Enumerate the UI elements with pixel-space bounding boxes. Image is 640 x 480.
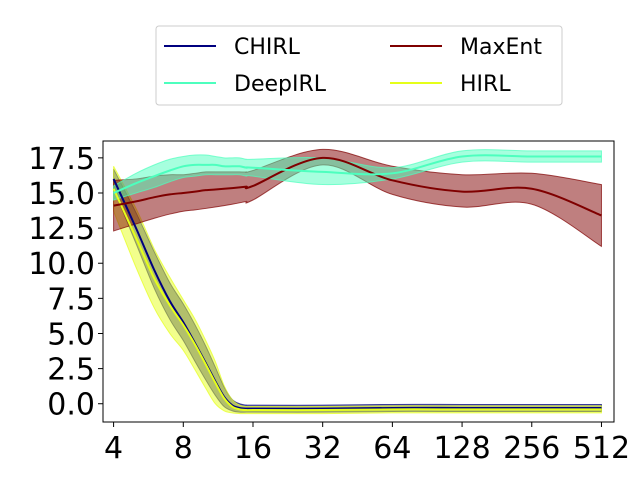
legend-label-deepirl: DeepIRL bbox=[234, 72, 327, 97]
legend-label-chirl: CHIRL bbox=[234, 35, 301, 60]
band-hirl bbox=[113, 166, 602, 415]
x-tick-label: 16 bbox=[234, 431, 272, 466]
y-tick-label: 12.5 bbox=[28, 212, 95, 247]
line-deepirl bbox=[113, 154, 602, 194]
x-tick-label: 128 bbox=[433, 431, 490, 466]
x-tick-label: 4 bbox=[104, 431, 123, 466]
line-hirl bbox=[112, 188, 602, 412]
y-tick-label: 10.0 bbox=[28, 247, 95, 282]
y-tick-label: 0.0 bbox=[47, 388, 95, 423]
series-lines bbox=[112, 154, 602, 412]
y-tick-label: 17.5 bbox=[28, 142, 95, 177]
x-tick-label: 512 bbox=[573, 431, 630, 466]
y-tick-label: 2.5 bbox=[47, 353, 95, 388]
axes: 4 8 16 32 64 128 256 512 0.02.55.07.510.012.515.… bbox=[28, 140, 630, 466]
x-tick-label: 256 bbox=[503, 431, 560, 466]
legend-box bbox=[155, 25, 563, 106]
x-tick-label: 32 bbox=[304, 431, 342, 466]
legend-label-hirl: HIRL bbox=[460, 72, 511, 97]
plot-frame bbox=[102, 140, 615, 423]
y-tick-label: 5.0 bbox=[47, 317, 95, 352]
y-tick-label: 15.0 bbox=[28, 177, 95, 212]
x-tick-label: 64 bbox=[373, 431, 411, 466]
line-maxent bbox=[113, 156, 602, 217]
y-tick-label: 7.5 bbox=[47, 282, 95, 317]
legend: CHIRL DeepIRL MaxEnt HIRL bbox=[155, 25, 563, 106]
legend-label-maxent: MaxEnt bbox=[460, 35, 542, 60]
line-chirl bbox=[112, 178, 602, 410]
x-tick-label: 8 bbox=[174, 431, 193, 466]
